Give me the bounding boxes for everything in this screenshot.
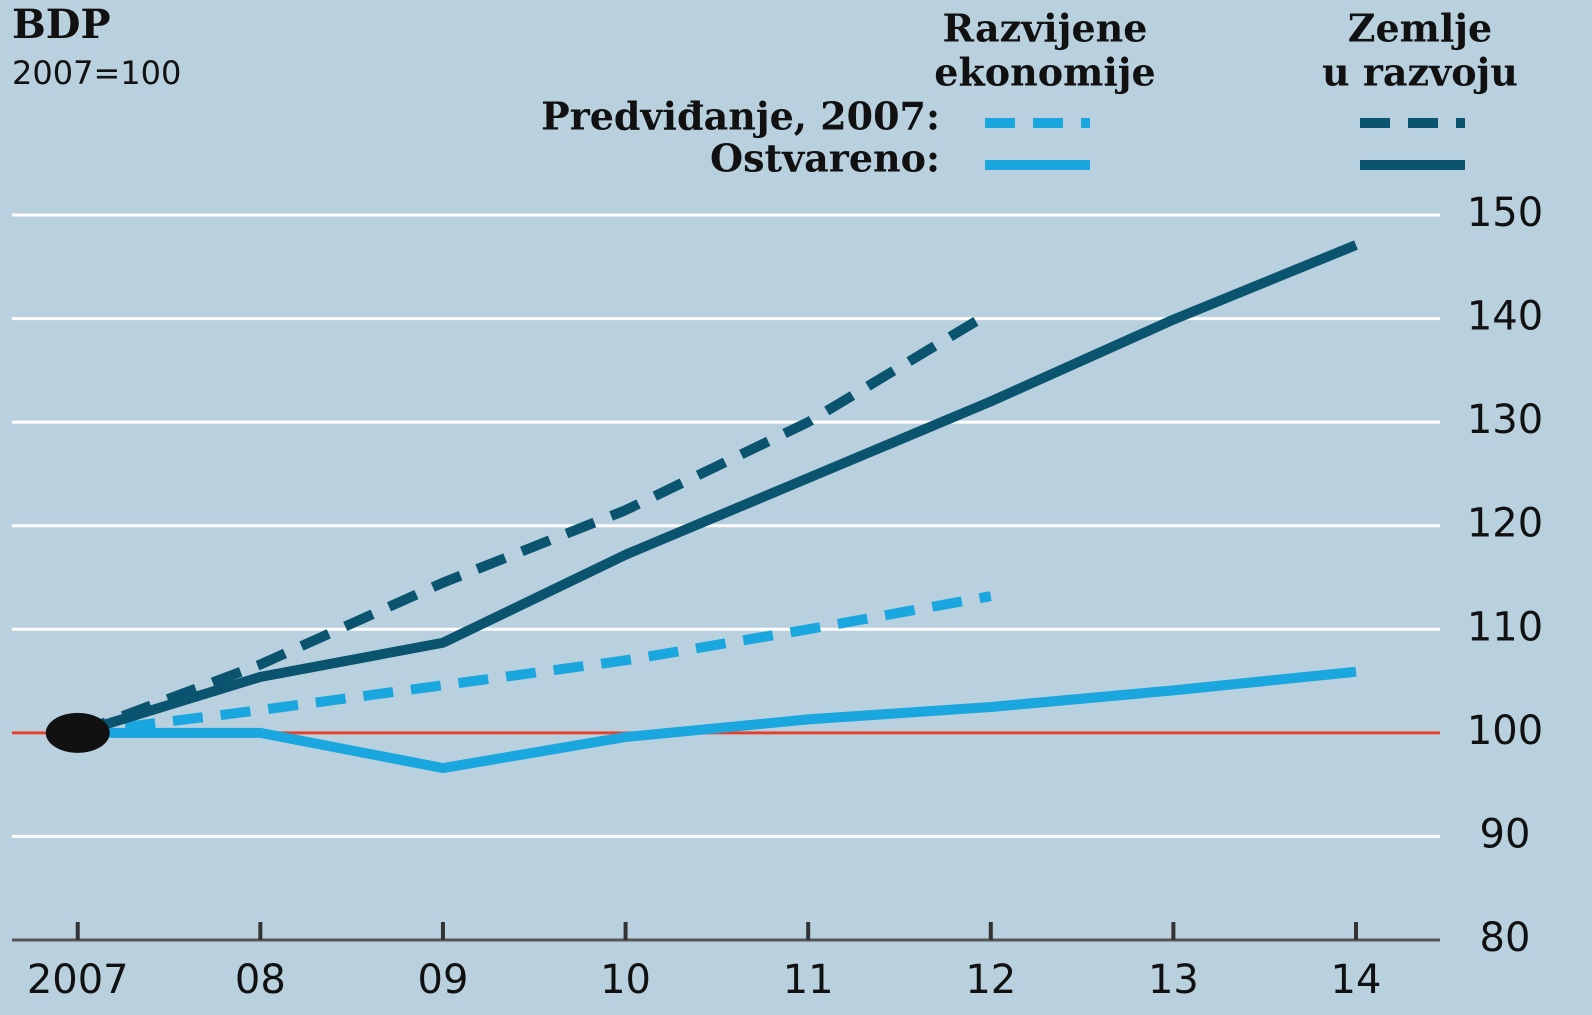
y-tick-label: 90 (1480, 811, 1531, 857)
legend-column-header: Razvijene (943, 6, 1148, 51)
legend-column-header: ekonomije (934, 50, 1155, 95)
y-tick-label: 150 (1467, 190, 1543, 236)
y-tick-label: 100 (1467, 708, 1543, 754)
x-tick-label: 13 (1148, 957, 1199, 1003)
series-line (76, 240, 1358, 738)
x-tick-label: 10 (600, 957, 651, 1003)
x-tick-label: 2007 (27, 957, 129, 1003)
legend-column-header: Zemlje (1348, 6, 1493, 51)
y-tick-label: 130 (1467, 397, 1543, 443)
series-line (77, 666, 1357, 774)
x-tick-label: 12 (965, 957, 1016, 1003)
series-line (77, 591, 992, 738)
series-line (75, 308, 994, 738)
x-tick-label: 14 (1331, 957, 1382, 1003)
chart-subtitle: 2007=100 (12, 54, 181, 92)
legend-row-label: Predviđanje, 2007: (541, 94, 940, 139)
y-tick-label: 120 (1467, 501, 1543, 547)
legend-column-header: u razvoju (1322, 50, 1518, 95)
x-tick-label: 09 (418, 957, 469, 1003)
chart-title: BDP (12, 1, 111, 48)
x-tick-label: 11 (783, 957, 834, 1003)
y-tick-label: 110 (1467, 604, 1543, 650)
x-tick-label: 08 (235, 957, 286, 1003)
start-point (45, 712, 110, 753)
y-tick-label: 140 (1467, 294, 1543, 340)
legend-row-label: Ostvareno: (710, 136, 940, 181)
y-tick-label: 80 (1480, 915, 1531, 961)
